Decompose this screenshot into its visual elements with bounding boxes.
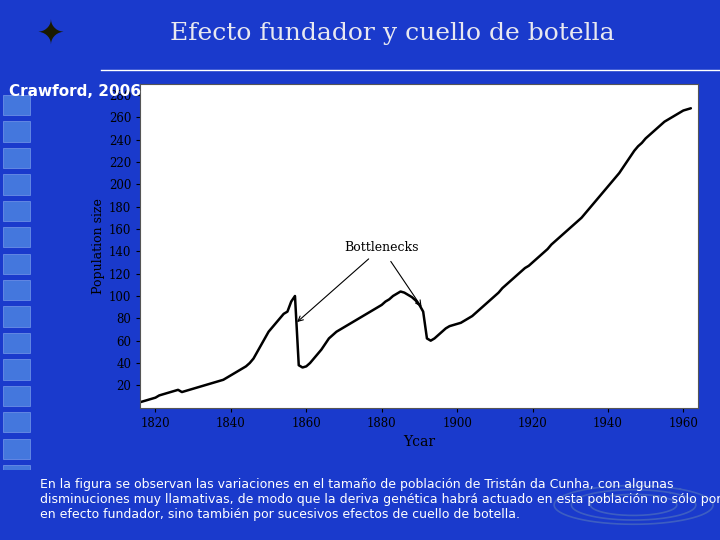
X-axis label: Ycar: Ycar [403,435,436,449]
FancyBboxPatch shape [3,386,30,406]
FancyBboxPatch shape [3,174,30,194]
FancyBboxPatch shape [3,438,30,459]
Text: ✦: ✦ [37,18,64,52]
FancyBboxPatch shape [3,306,30,327]
Text: En la figura se observan las variaciones en el tamaño de población de Tristán da: En la figura se observan las variaciones… [40,478,720,521]
FancyBboxPatch shape [3,122,30,141]
FancyBboxPatch shape [3,333,30,353]
FancyBboxPatch shape [3,95,30,115]
FancyBboxPatch shape [3,280,30,300]
Y-axis label: Population size: Population size [92,198,105,294]
FancyBboxPatch shape [3,148,30,168]
FancyBboxPatch shape [3,227,30,247]
FancyBboxPatch shape [3,201,30,221]
FancyBboxPatch shape [3,412,30,433]
Text: Bottlenecks: Bottlenecks [298,241,418,321]
Text: Crawford, 2006: Crawford, 2006 [9,84,140,99]
FancyBboxPatch shape [3,254,30,274]
Text: Efecto fundador y cuello de botella: Efecto fundador y cuello de botella [169,22,614,45]
FancyBboxPatch shape [3,465,30,485]
FancyBboxPatch shape [3,359,30,380]
